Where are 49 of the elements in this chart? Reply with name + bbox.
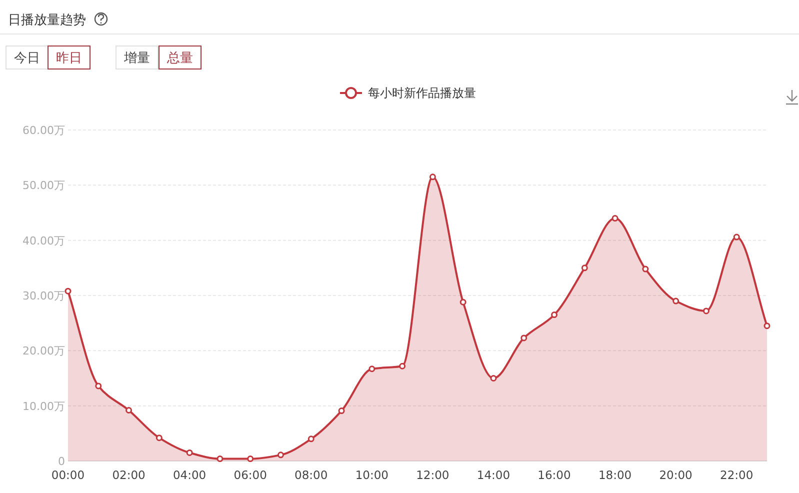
y-tick-label: 60.00万 [22,124,65,137]
x-tick-label: 10:00 [355,468,388,482]
point [186,449,193,456]
point [247,456,254,462]
point [764,322,770,330]
point [308,436,314,442]
point [277,452,284,458]
y-tick-label: 20.00万 [22,344,65,358]
chart-title: 日播放量趋势 [8,13,86,28]
point [338,408,345,414]
point [520,334,528,342]
legend-label: 每小时新作品播放量 [368,86,476,100]
x-tick-label: 12:00 [416,468,450,482]
x-tick-label: 04:00 [172,468,206,482]
point [672,298,680,304]
point [156,434,162,442]
point [490,375,497,382]
point [702,308,710,314]
x-tick-label: 08:00 [294,468,328,482]
point [368,366,376,372]
point [460,298,466,306]
x-tick-label: 22:00 [720,468,754,482]
point [429,174,436,180]
point [551,312,558,318]
text: 今日 [14,51,40,66]
point [642,266,649,272]
x-tick-label: 14:00 [476,468,510,482]
point [612,215,618,222]
point [95,382,102,390]
text: 增量 [123,51,150,66]
point [733,234,740,240]
text: 昨日 [56,51,82,66]
point [126,406,132,414]
point [64,288,72,294]
y-tick-label: 0 [58,455,65,468]
x-tick-label: 06:00 [234,468,267,482]
y-tick-label: 30.00万 [22,290,65,302]
text: 总量 [166,51,193,66]
y-tick-label: 40.00万 [22,234,65,248]
point [216,456,224,462]
point [581,264,588,272]
x-tick-label: 18:00 [598,468,632,482]
x-tick-label: 02:00 [112,468,146,482]
y-tick-label: 10.00万 [22,400,65,413]
y-tick-label: 50.00万 [22,179,65,192]
x-tick-label: 16:00 [538,468,571,482]
point [399,362,406,370]
x-tick-label: 00:00 [51,468,85,482]
x-tick-label: 20:00 [659,468,692,482]
